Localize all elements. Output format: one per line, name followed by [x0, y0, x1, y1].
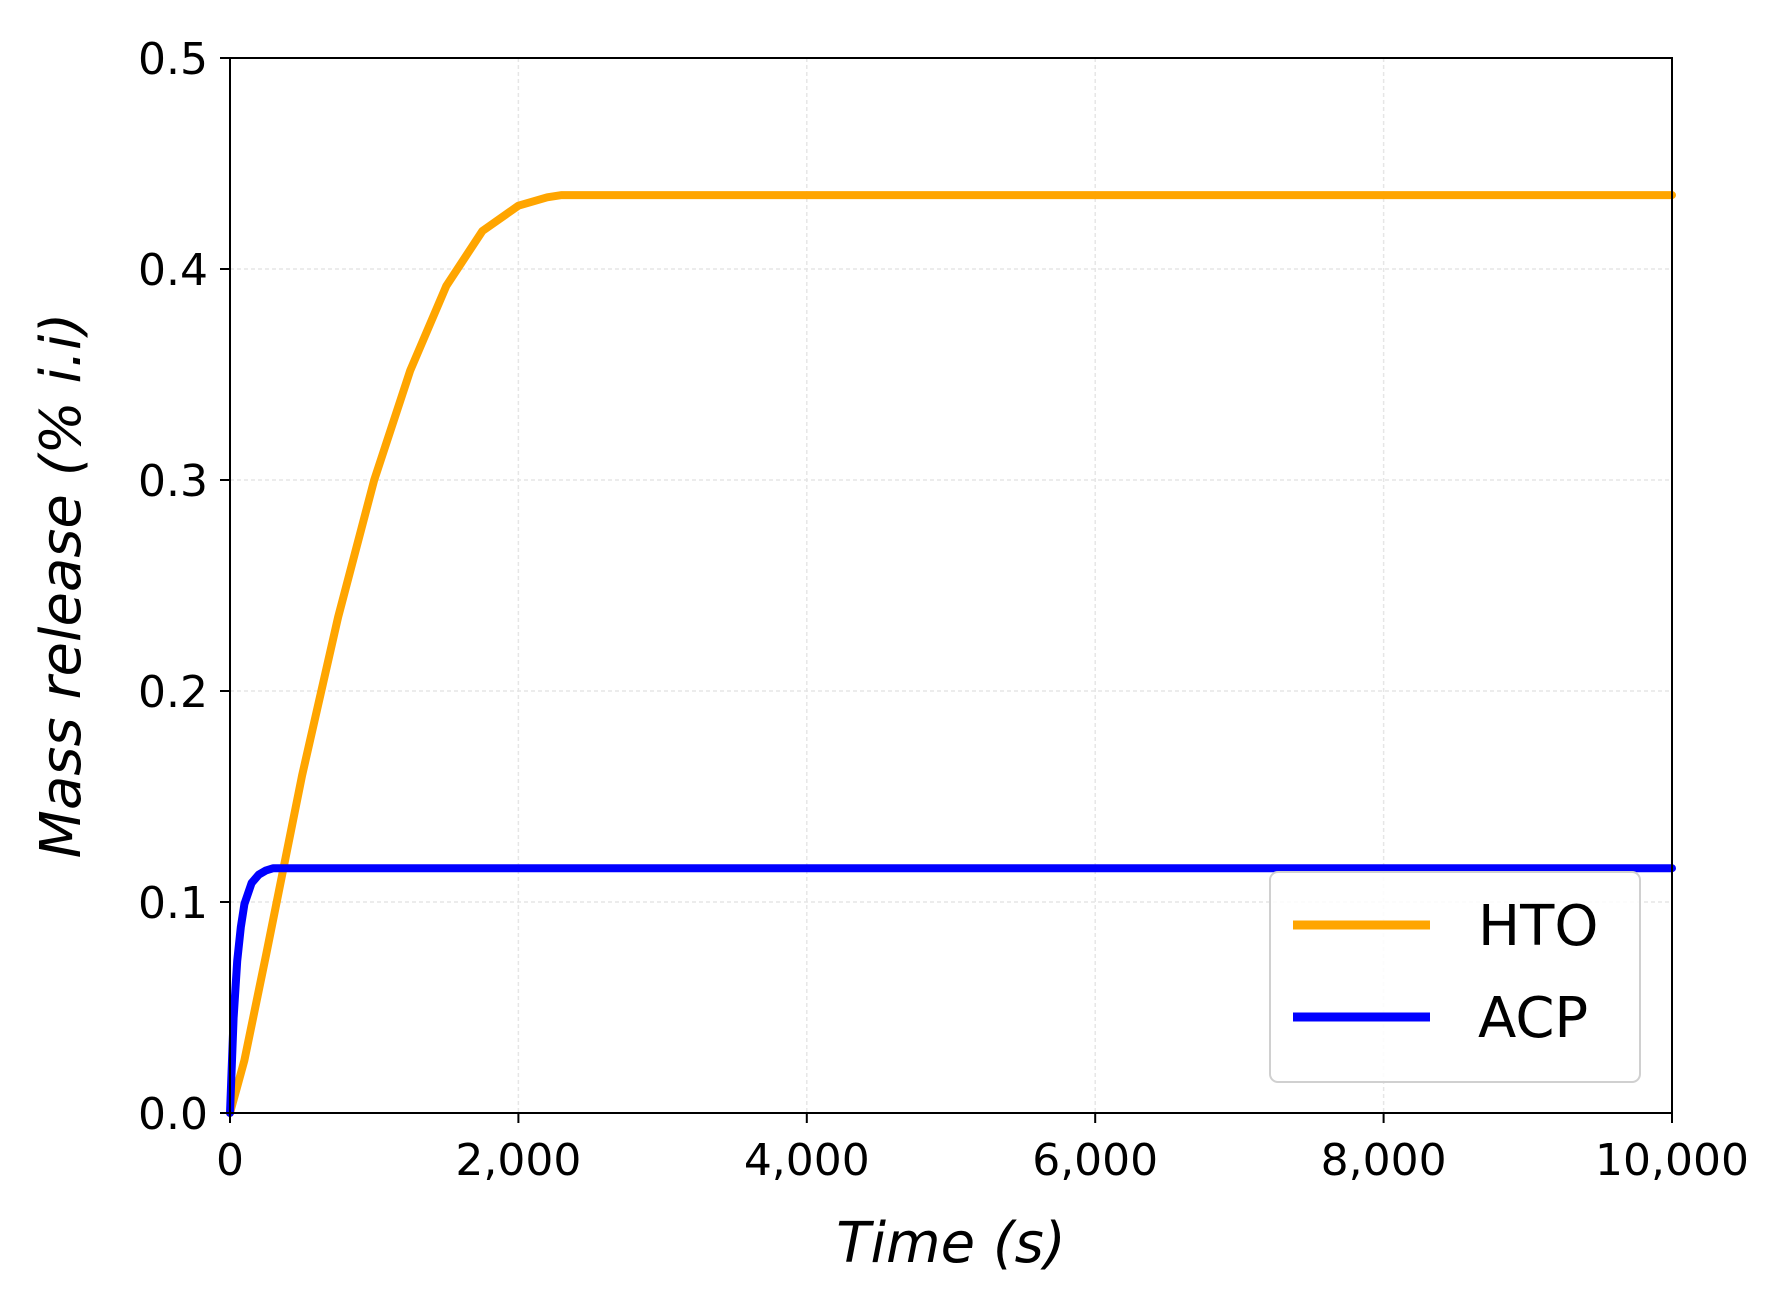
y-tick-label: 0.2 — [138, 667, 208, 718]
y-axis-title: Mass release (% i.i) — [29, 313, 94, 859]
y-tick-label: 0.3 — [138, 456, 208, 507]
x-tick-label: 2,000 — [455, 1135, 581, 1186]
x-tick-label: 0 — [216, 1135, 244, 1186]
legend: HTO ACP — [1269, 871, 1641, 1083]
series-line-acp — [226, 864, 1676, 1117]
x-tick-label: 6,000 — [1032, 1135, 1158, 1186]
plot-frame — [229, 57, 1673, 1114]
y-tick-label: 0.1 — [138, 878, 208, 929]
series-layer — [226, 191, 1676, 1117]
y-tick-label: 0.5 — [138, 34, 208, 85]
legend-label-hto: HTO — [1478, 894, 1598, 959]
x-tick-label: 4,000 — [744, 1135, 870, 1186]
x-axis-title: Time (s) — [836, 1211, 1065, 1276]
ticks: 0 2,000 4,000 6,000 8,000 10,000 0.0 0.1 0.2 0.3 0… — [138, 34, 1749, 1186]
x-tick-label: 10,000 — [1595, 1135, 1749, 1186]
y-tick-label: 0.0 — [138, 1089, 208, 1140]
legend-label-acp: ACP — [1478, 986, 1588, 1051]
series-line-hto — [226, 191, 1676, 1117]
x-tick-label: 8,000 — [1321, 1135, 1447, 1186]
y-tick-label: 0.4 — [138, 245, 208, 296]
